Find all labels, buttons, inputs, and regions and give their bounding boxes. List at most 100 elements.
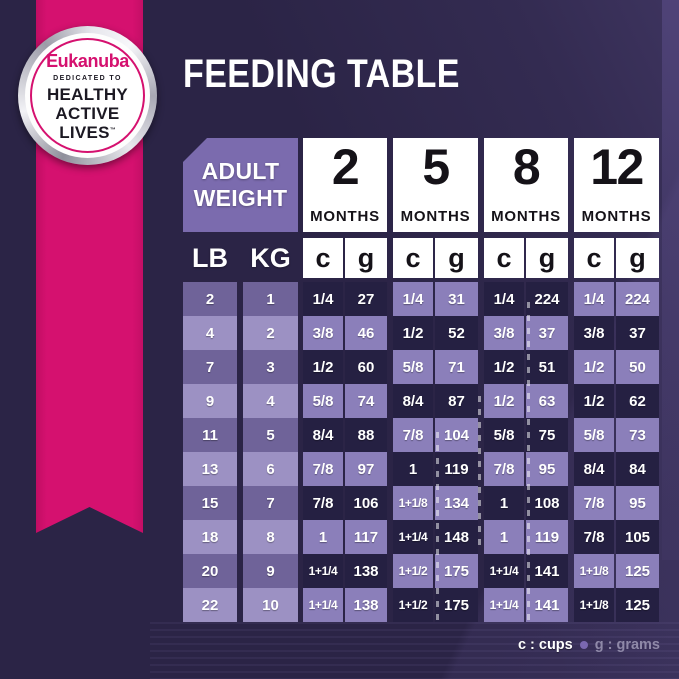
weight-lb-cell: 7 — [183, 350, 237, 384]
unit-header-g: g — [435, 238, 478, 278]
unit-header-c: c — [484, 238, 524, 278]
feeding-value-cell: 138 — [345, 588, 387, 622]
month-header-12: 12 MONTHS — [574, 138, 659, 232]
feeding-value-cell: 1+1/4 — [303, 588, 343, 622]
feeding-value-cell: 8/4 — [303, 418, 343, 452]
feeding-value-cell: 8/4 — [393, 384, 433, 418]
month-number: 12 — [590, 139, 644, 195]
feeding-value-cell: 3/8 — [484, 316, 524, 350]
month-header-8: 8 MONTHS — [484, 138, 568, 232]
feeding-value-cell: 5/8 — [393, 350, 433, 384]
legend-grams: g : grams — [594, 637, 660, 653]
feeding-value-cell: 5/8 — [574, 418, 614, 452]
feeding-value-cell: 1+1/8 — [574, 554, 614, 588]
feeding-value-cell: 1/2 — [393, 316, 433, 350]
feeding-value-cell: 1 — [393, 452, 433, 486]
feeding-value-cell: 1+1/4 — [303, 554, 343, 588]
feeding-value-cell: 7/8 — [393, 418, 433, 452]
feeding-value-cell: 37 — [616, 316, 659, 350]
feeding-value-cell: 7/8 — [574, 520, 614, 554]
eukanuba-badge: Eukanuba DEDICATED TO HEALTHY ACTIVE LIV… — [18, 26, 157, 165]
legend: c : cups g : grams — [518, 637, 660, 653]
feeding-value-cell: 1/2 — [574, 350, 614, 384]
feeding-value-cell: 1/2 — [484, 384, 524, 418]
weight-kg-cell: 8 — [243, 520, 298, 554]
feeding-value-cell: 87 — [435, 384, 478, 418]
feeding-value-cell: 31 — [435, 282, 478, 316]
feeding-value-cell: 95 — [526, 452, 568, 486]
feeding-value-cell: 1+1/8 — [574, 588, 614, 622]
badge-line-lives: LIVES™ — [59, 124, 116, 141]
feeding-value-cell: 1/4 — [393, 282, 433, 316]
feeding-value-cell: 125 — [616, 554, 659, 588]
feeding-value-cell: 1 — [484, 520, 524, 554]
weight-lb-cell: 20 — [183, 554, 237, 588]
weight-kg-cell: 2 — [243, 316, 298, 350]
feeding-value-cell: 141 — [526, 588, 568, 622]
background-scanlines — [150, 622, 679, 679]
weight-lb-cell: 4 — [183, 316, 237, 350]
feeding-value-cell: 108 — [526, 486, 568, 520]
feeding-value-cell: 3/8 — [574, 316, 614, 350]
feeding-value-cell: 75 — [526, 418, 568, 452]
feeding-value-cell: 1/2 — [574, 384, 614, 418]
weight-kg-cell: 4 — [243, 384, 298, 418]
feeding-value-cell: 105 — [616, 520, 659, 554]
unit-header-c: c — [303, 238, 343, 278]
feeding-value-cell: 1+1/4 — [484, 554, 524, 588]
unit-header-c: c — [574, 238, 614, 278]
feeding-value-cell: 50 — [616, 350, 659, 384]
feeding-value-cell: 7/8 — [484, 452, 524, 486]
feeding-value-cell: 1/4 — [484, 282, 524, 316]
feeding-value-cell: 224 — [616, 282, 659, 316]
adult-weight-line1: ADULT — [201, 157, 280, 184]
feeding-value-cell: 1/4 — [574, 282, 614, 316]
badge-line-active: ACTIVE — [55, 103, 120, 123]
feeding-value-cell: 73 — [616, 418, 659, 452]
feeding-value-cell: 1/2 — [484, 350, 524, 384]
badge-line-healthy: HEALTHY — [46, 84, 129, 104]
weight-lb-cell: 13 — [183, 452, 237, 486]
weight-kg-cell: 7 — [243, 486, 298, 520]
feeding-value-cell: 119 — [435, 452, 478, 486]
feeding-value-cell: 1+1/4 — [484, 588, 524, 622]
month-number: 5 — [422, 139, 450, 195]
unit-header-g: g — [526, 238, 568, 278]
month-label: MONTHS — [310, 208, 380, 225]
feeding-value-cell: 7/8 — [303, 452, 343, 486]
feeding-table-grid: ADULT WEIGHT LB KG 2 MONTHS 5 MONTHS 8 MONTHS… — [183, 138, 659, 622]
feeding-value-cell: 224 — [526, 282, 568, 316]
month-header-5: 5 MONTHS — [393, 138, 478, 232]
feeding-value-cell: 1 — [303, 520, 343, 554]
month-number: 8 — [512, 139, 541, 195]
weight-kg-cell: 1 — [243, 282, 298, 316]
weight-kg-cell: 5 — [243, 418, 298, 452]
feeding-value-cell: 1 — [484, 486, 524, 520]
trademark-symbol: ™ — [109, 126, 116, 133]
month-label: MONTHS — [581, 208, 652, 225]
weight-lb-cell: 22 — [183, 588, 237, 622]
feeding-value-cell: 106 — [345, 486, 387, 520]
feeding-value-cell: 125 — [616, 588, 659, 622]
weight-kg-cell: 3 — [243, 350, 298, 384]
kg-column-header: KG — [250, 242, 291, 273]
badge-brand-wordmark: Eukanuba — [46, 50, 129, 71]
month-number: 2 — [331, 139, 360, 195]
feeding-value-cell: 119 — [526, 520, 568, 554]
feeding-value-cell: 117 — [345, 520, 387, 554]
month-label: MONTHS — [400, 208, 471, 225]
feeding-value-cell: 175 — [435, 554, 478, 588]
feeding-value-cell: 1/2 — [303, 350, 343, 384]
adult-weight-line2: WEIGHT — [193, 185, 288, 211]
feeding-value-cell: 7/8 — [574, 486, 614, 520]
feeding-value-cell: 46 — [345, 316, 387, 350]
feeding-value-cell: 71 — [435, 350, 478, 384]
badge-tagline: DEDICATED TO — [53, 74, 122, 82]
feeding-value-cell: 27 — [345, 282, 387, 316]
background-right-band — [662, 0, 679, 560]
feeding-value-cell: 37 — [526, 316, 568, 350]
unit-header-c: c — [393, 238, 433, 278]
feeding-value-cell: 175 — [435, 588, 478, 622]
weight-lb-cell: 2 — [183, 282, 237, 316]
weight-kg-cell: 10 — [243, 588, 298, 622]
